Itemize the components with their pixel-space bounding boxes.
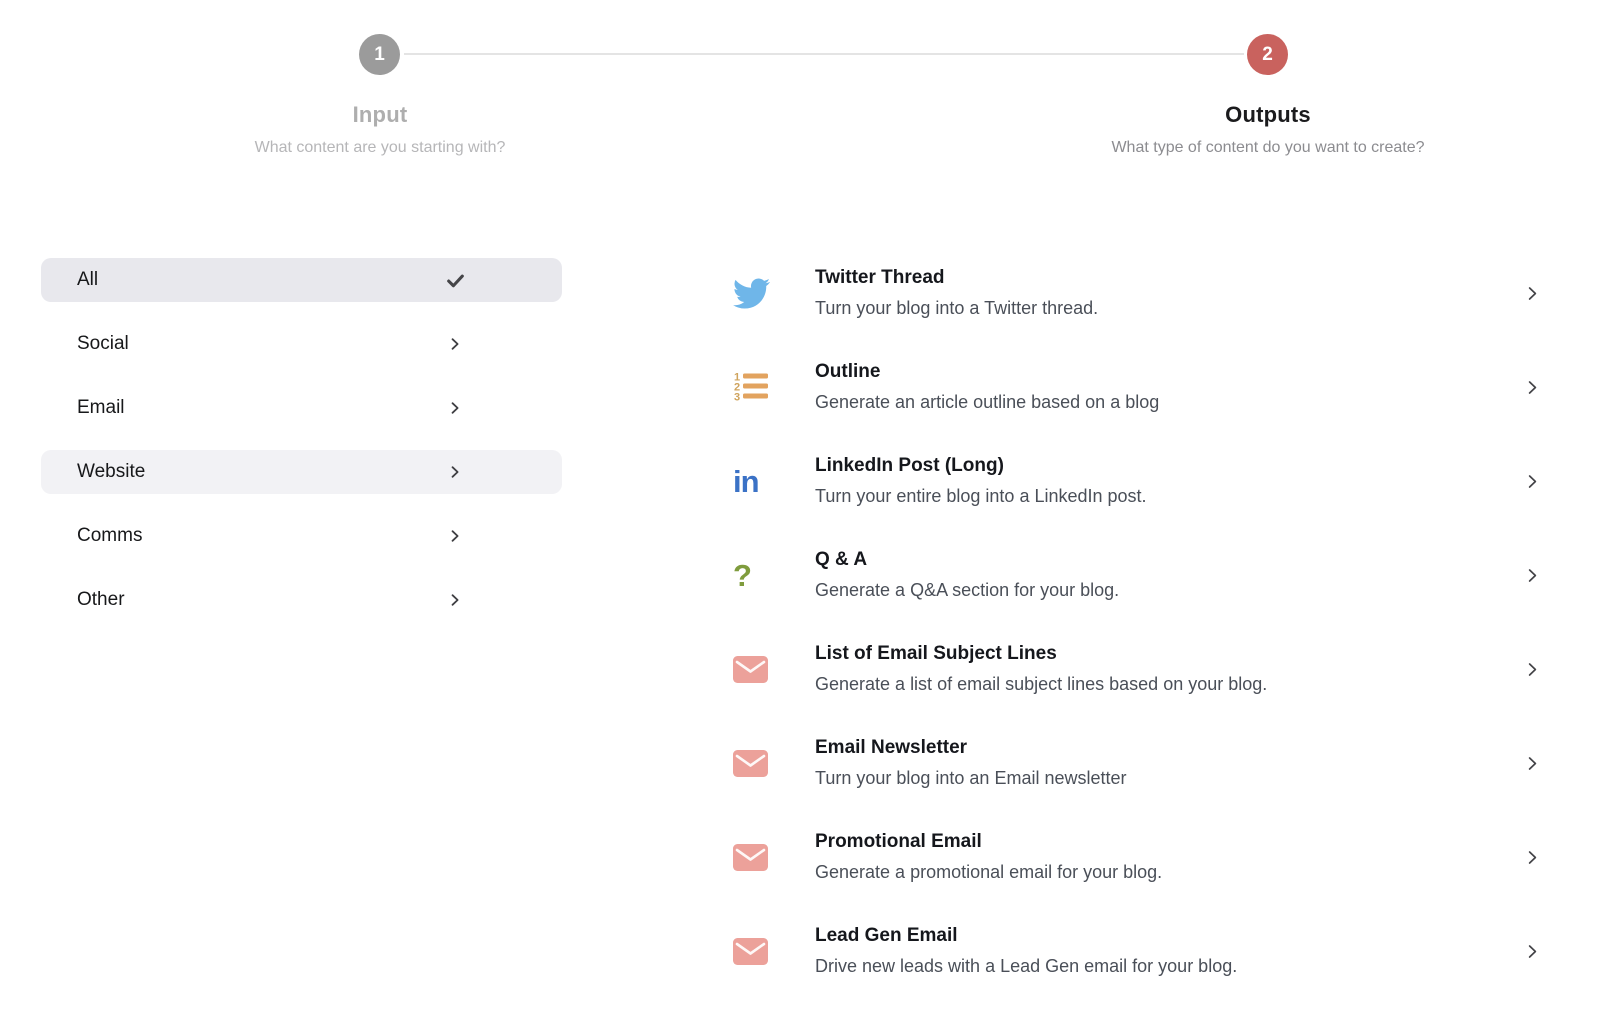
output-description: Turn your entire blog into a LinkedIn po…	[815, 486, 1147, 506]
question-mark-icon: ?	[733, 557, 752, 593]
output-item-twitter-thread[interactable]: Twitter Thread Turn your blog into a Twi…	[733, 262, 1543, 324]
category-label: Email	[77, 397, 125, 418]
output-description: Generate a promotional email for your bl…	[815, 862, 1163, 882]
category-label: All	[77, 269, 99, 290]
output-description: Turn your blog into a Twitter thread.	[815, 298, 1099, 318]
output-list: Twitter Thread Turn your blog into a Twi…	[733, 262, 1543, 1014]
category-label: Comms	[77, 525, 143, 546]
step-1-labels: Input What content are you starting with…	[120, 102, 640, 157]
step-2-labels: Outputs What type of content do you want…	[1008, 102, 1528, 157]
chevron-right-icon	[444, 589, 466, 611]
check-icon	[444, 269, 466, 291]
output-item-outline[interactable]: 1 2 3 Outline Generate an article outlin…	[733, 356, 1543, 418]
chevron-right-icon	[1521, 564, 1543, 586]
chevron-right-icon	[444, 397, 466, 419]
envelope-icon	[733, 655, 815, 683]
step-2-circle[interactable]: 2	[1247, 34, 1288, 75]
chevron-right-icon	[1521, 658, 1543, 680]
category-label: Social	[77, 333, 129, 354]
chevron-right-icon	[1521, 940, 1543, 962]
chevron-right-icon	[1521, 282, 1543, 304]
output-title: Twitter Thread	[815, 267, 945, 288]
output-item-email-newsletter[interactable]: Email Newsletter Turn your blog into an …	[733, 732, 1543, 794]
output-item-linkedin-post-long[interactable]: in LinkedIn Post (Long) Turn your entire…	[733, 450, 1543, 512]
output-title: Promotional Email	[815, 831, 982, 852]
output-description: Drive new leads with a Lead Gen email fo…	[815, 956, 1238, 976]
output-title: Email Newsletter	[815, 737, 968, 758]
chevron-right-icon	[444, 525, 466, 547]
step-1-title: Input	[352, 102, 408, 127]
stepper-connector	[404, 53, 1244, 55]
chevron-right-icon	[1521, 846, 1543, 868]
chevron-right-icon	[1521, 376, 1543, 398]
chevron-right-icon	[444, 333, 466, 355]
output-description: Generate an article outline based on a b…	[815, 392, 1160, 412]
step-1-subtitle: What content are you starting with?	[254, 139, 506, 156]
step-1-circle[interactable]: 1	[359, 34, 400, 75]
step-2-title: Outputs	[1225, 102, 1311, 127]
svg-text:2: 2	[734, 382, 740, 394]
step-2-subtitle: What type of content do you want to crea…	[1111, 139, 1425, 156]
svg-text:1: 1	[734, 372, 740, 384]
output-item-q-a[interactable]: ? Q & A Generate a Q&A section for your …	[733, 544, 1543, 606]
category-item-comms[interactable]: Comms	[41, 514, 562, 558]
step-1-number: 1	[374, 43, 385, 65]
envelope-icon	[733, 843, 815, 871]
output-title: Lead Gen Email	[815, 925, 958, 946]
output-title: List of Email Subject Lines	[815, 643, 1057, 664]
twitter-bird-icon	[733, 275, 815, 312]
output-item-list-of-email-subject-lines[interactable]: List of Email Subject Lines Generate a l…	[733, 638, 1543, 700]
output-description: Generate a list of email subject lines b…	[815, 674, 1268, 694]
output-title: Outline	[815, 361, 881, 382]
chevron-right-icon	[1521, 470, 1543, 492]
linkedin-icon: in	[733, 463, 760, 499]
envelope-icon	[733, 749, 815, 777]
step-2-number: 2	[1262, 43, 1273, 65]
category-item-all[interactable]: All	[41, 258, 562, 302]
category-item-other[interactable]: Other	[41, 578, 562, 622]
category-label: Other	[77, 589, 125, 610]
output-item-promotional-email[interactable]: Promotional Email Generate a promotional…	[733, 826, 1543, 888]
numbered-list-icon: 1 2 3	[733, 370, 815, 404]
output-description: Generate a Q&A section for your blog.	[815, 580, 1120, 600]
output-item-lead-gen-email[interactable]: Lead Gen Email Drive new leads with a Le…	[733, 920, 1543, 982]
category-item-social[interactable]: Social	[41, 322, 562, 366]
category-item-website[interactable]: Website	[41, 450, 562, 494]
output-title: Q & A	[815, 549, 868, 570]
output-description: Turn your blog into an Email newsletter	[815, 768, 1127, 788]
category-label: Website	[77, 461, 146, 482]
category-list: All Social Email Website Comms Other	[41, 258, 562, 642]
chevron-right-icon	[1521, 752, 1543, 774]
chevron-right-icon	[444, 461, 466, 483]
envelope-icon	[733, 937, 815, 965]
category-item-email[interactable]: Email	[41, 386, 562, 430]
svg-text:3: 3	[734, 392, 740, 404]
output-title: LinkedIn Post (Long)	[815, 455, 1004, 476]
